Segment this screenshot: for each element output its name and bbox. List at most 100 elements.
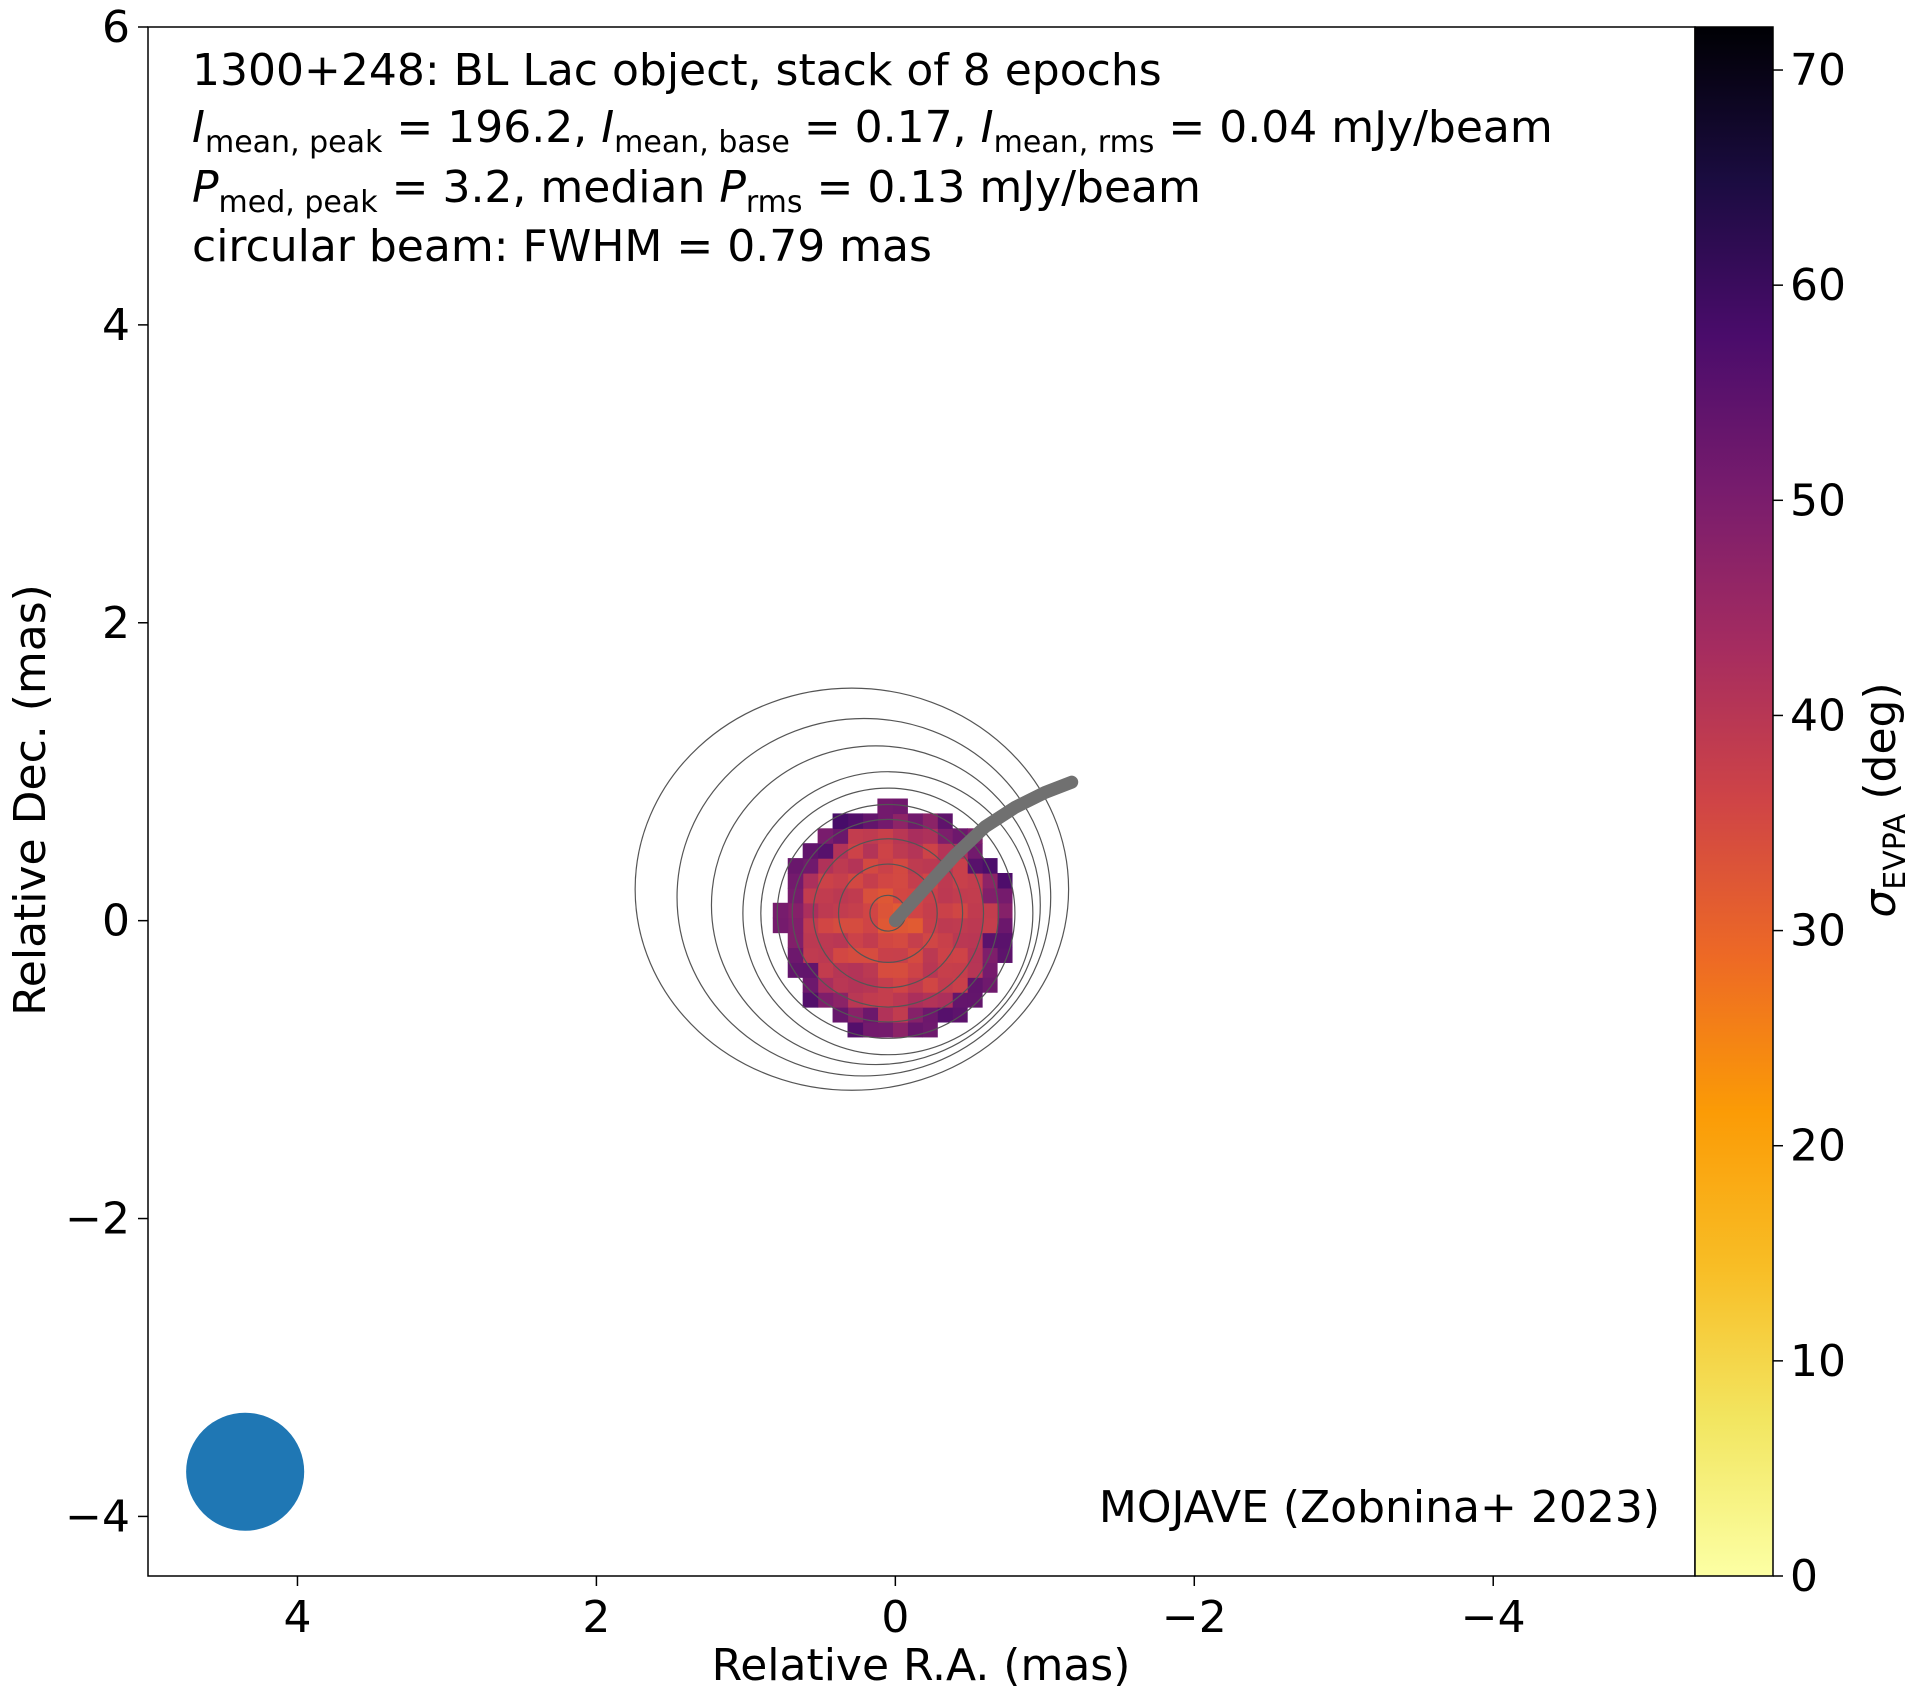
heatmap-pixel [877,872,893,889]
heatmap-pixel [907,917,923,934]
heatmap-pixel [937,902,953,919]
y-axis: −4 −2 0 2 4 6 [65,2,148,1542]
heatmap-pixel [832,947,849,963]
heatmap-pixel [862,992,879,1008]
heatmap-pixel [937,828,953,844]
heatmap-pixel [862,1007,879,1023]
heatmap-pixel [847,843,864,859]
colorbar-tick-label: 50 [1790,475,1846,526]
heatmap-pixel [847,902,864,919]
heatmap-pixel [922,977,938,993]
heatmap-pixel [937,813,953,829]
heatmap-pixel [817,962,834,978]
heatmap-pixel [892,813,908,829]
colorbar [1694,26,1774,1577]
heatmap-pixel [922,1021,938,1038]
jet-ridgeline [888,775,1079,928]
heatmap-pixel [877,843,893,859]
plot-area [148,27,1695,1576]
heatmap-pixel [907,843,923,859]
heatmap-pixel [817,858,834,874]
heatmap-pixel [832,902,849,919]
x-tick-label: 0 [881,1592,909,1643]
heatmap-pixel [937,932,953,949]
colorbar-tick-label: 60 [1790,260,1846,311]
heatmap-pixel [787,917,804,934]
y-tick-label: 4 [102,300,130,351]
heatmap-pixel [892,828,908,844]
heatmap-pixel [982,872,998,889]
heatmap-pixel [862,917,879,934]
heatmap-pixel [922,962,938,978]
heatmap-pixel [892,798,908,815]
heatmap-pixel [922,917,938,934]
heatmap-pixel [832,843,849,859]
heatmap-pixel [847,932,864,949]
heatmap-pixel [802,947,819,963]
heatmap-pixel [877,992,893,1008]
heatmap-pixel [772,917,789,934]
colorbar-tick-label: 30 [1790,906,1846,957]
colorbar-tick-label: 70 [1790,45,1846,96]
annotation-line-1: 1300+248: BL Lac object, stack of 8 epoc… [192,45,1162,96]
colorbar-tick-label: 20 [1790,1121,1846,1172]
heatmap-pixel [787,887,804,904]
heatmap-pixel [907,932,923,949]
heatmap-pixel [862,977,879,993]
heatmap-pixel [847,887,864,904]
heatmap-pixel [832,858,849,874]
heatmap-pixel [802,887,819,904]
heatmap-pixel [787,902,804,919]
y-tick-label: 2 [102,598,130,649]
colorbar-ticks: 0 10 20 30 40 50 60 70 [1773,45,1846,1602]
heatmap-pixel [922,828,938,844]
heatmap-pixel [937,947,953,963]
heatmap-pixel [802,977,819,993]
heatmap-pixel [982,977,998,993]
contour-level [760,787,1016,1039]
heatmap-pixel [862,858,879,874]
heatmap-pixel [967,858,983,874]
heatmap-pixel [952,992,968,1008]
heatmap-pixel [952,917,968,934]
heatmap-pixel [907,872,923,889]
heatmap-pixel [832,977,849,993]
heatmap-pixel [817,843,834,859]
heatmap-pixel [877,947,893,963]
heatmap-pixel [937,977,953,993]
x-tick-label: 2 [582,1592,610,1643]
colorbar-tick-label: 40 [1790,690,1846,741]
annotation-line-2: Imean, peak = 196.2, Imean, base = 0.17,… [192,102,1553,160]
y-tick-label: 0 [102,896,130,947]
x-tick-label: −4 [1461,1592,1526,1643]
heatmap-pixel [982,917,998,934]
heatmap-pixel [937,962,953,978]
heatmap-pixel [967,932,983,949]
heatmap-pixel [922,813,938,829]
contour-level [776,803,1000,1023]
heatmap-pixel [787,858,804,874]
contour-level [791,818,985,1008]
heatmap-pixel [967,917,983,934]
heatmap-pixel [967,992,983,1008]
contour-level [634,687,1070,1091]
heatmap-pixel [982,902,998,919]
heatmap-pixel [982,887,998,904]
annotation-line-4: circular beam: FWHM = 0.79 mas [192,221,932,272]
y-tick-label: 6 [102,2,130,53]
heatmap-pixel [922,947,938,963]
intensity-contours [634,687,1070,1091]
heatmap-pixel [952,962,968,978]
heatmap-pixel [982,962,998,978]
heatmap-pixel [967,962,983,978]
heatmap-pixel [832,1007,849,1023]
heatmap-pixel [802,992,819,1008]
heatmap-pixel [817,992,834,1008]
heatmap-pixel [877,1007,893,1023]
heatmap-pixel [817,917,834,934]
heatmap-pixel [907,813,923,829]
heatmap-pixel [967,977,983,993]
heatmap-pixel [847,947,864,963]
x-axis: 4 2 0 −2 −4 [283,1576,1526,1643]
